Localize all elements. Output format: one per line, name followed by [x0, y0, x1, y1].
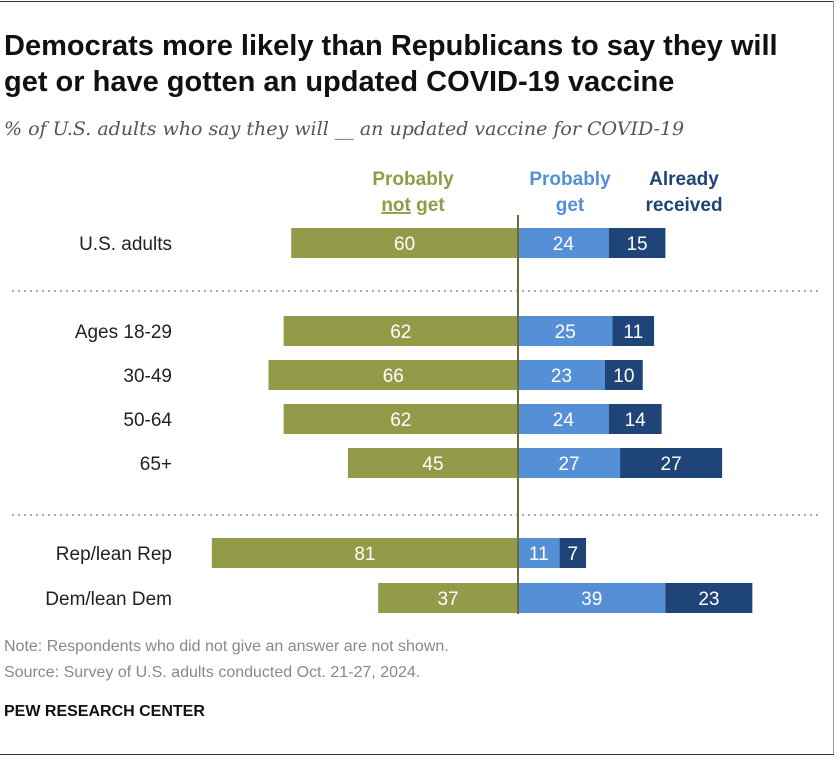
data-label: 14: [625, 410, 647, 431]
chart-subtitle: % of U.S. adults who say they will __ an…: [4, 118, 685, 140]
bottom-rule: [0, 754, 834, 755]
bar-probably-get: [518, 316, 613, 346]
category-label: 30-49: [123, 366, 172, 387]
data-label: 62: [390, 410, 411, 431]
bar-probably-not-get: [283, 404, 518, 434]
bar-probably-not-get: [291, 228, 518, 258]
data-label: 23: [551, 366, 572, 387]
bar-already-received: [604, 360, 643, 390]
bar-probably-not-get: [347, 448, 518, 478]
bar-probably-get: [518, 448, 621, 478]
category-label: Dem/lean Dem: [45, 589, 172, 610]
category-label: Ages 18-29: [75, 322, 172, 343]
chart-title: Democrats more likely than Republicans t…: [4, 30, 778, 98]
data-label: 37: [437, 589, 458, 610]
bar-probably-get: [518, 404, 609, 434]
data-label: 15: [626, 234, 647, 255]
data-label: 66: [383, 366, 404, 387]
bar-probably-not-get: [211, 538, 518, 568]
source: Source: Survey of U.S. adults conducted …: [4, 664, 421, 681]
bar-already-received: [620, 448, 723, 478]
right-rule: [833, 1, 834, 755]
data-label: 24: [553, 410, 575, 431]
data-label: 24: [553, 234, 575, 255]
legend-label-line: Probably: [529, 169, 611, 190]
legend-label-line: received: [645, 195, 722, 216]
bar-probably-not-get: [268, 360, 518, 390]
bar-probably-not-get: [378, 583, 518, 613]
data-label: 23: [698, 589, 719, 610]
data-label: 62: [390, 322, 411, 343]
bar-already-received: [559, 538, 587, 568]
bar-already-received: [612, 316, 655, 346]
legend-label-line: Probably: [372, 169, 454, 190]
bar-already-received: [665, 583, 753, 613]
bar-probably-get: [518, 228, 609, 258]
bar-probably-not-get: [283, 316, 518, 346]
bar-probably-get: [518, 360, 605, 390]
legend-label-line: Already: [649, 169, 719, 190]
brand-label: PEW RESEARCH CENTER: [4, 703, 205, 720]
category-label: 50-64: [123, 410, 172, 431]
data-label: 25: [555, 322, 576, 343]
category-label: Rep/lean Rep: [56, 544, 172, 565]
data-label: 81: [354, 544, 375, 565]
note: Note: Respondents who did not give an an…: [4, 638, 449, 655]
top-rule: [0, 1, 834, 2]
data-label: 27: [661, 454, 682, 475]
data-label: 60: [394, 234, 415, 255]
data-label: 10: [613, 366, 634, 387]
bar-probably-get: [518, 583, 666, 613]
data-label: 11: [623, 322, 643, 343]
data-label: 39: [581, 589, 602, 610]
data-label: 11: [529, 544, 549, 565]
bar-probably-get: [518, 538, 560, 568]
legend-label-line: get: [556, 195, 585, 216]
data-label: 27: [558, 454, 579, 475]
data-label: 45: [422, 454, 443, 475]
category-label: 65+: [140, 454, 172, 475]
legend-label-line: not get: [381, 195, 445, 216]
data-label: 7: [568, 544, 579, 565]
category-label: U.S. adults: [79, 234, 172, 255]
bar-already-received: [608, 404, 662, 434]
bar-already-received: [608, 228, 666, 258]
